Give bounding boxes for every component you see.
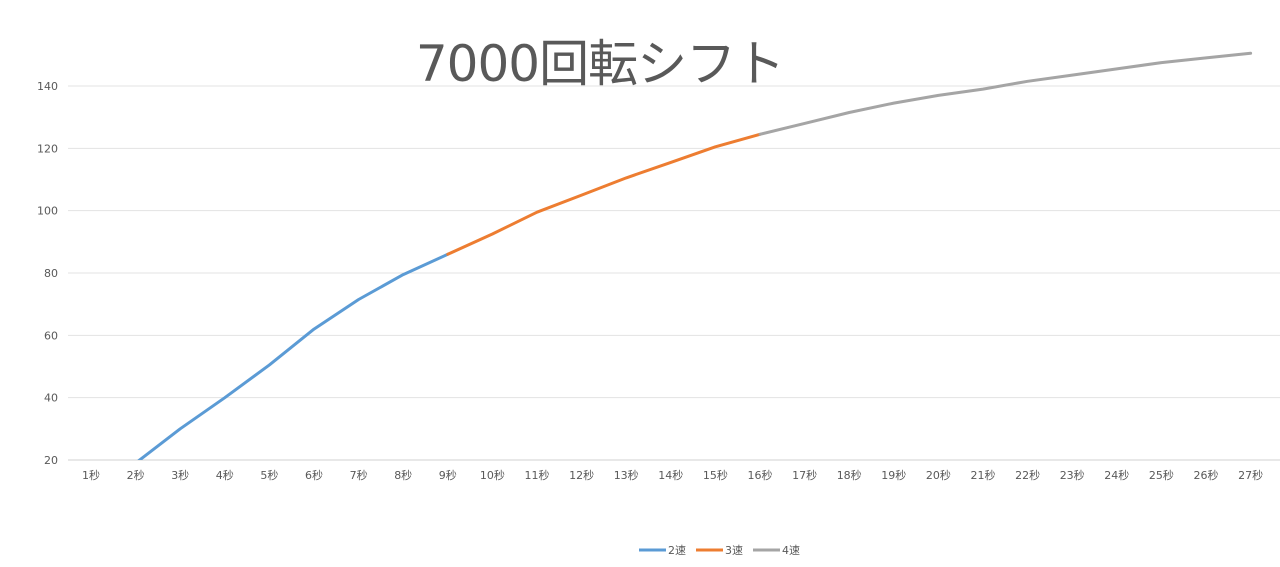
x-tick-label: 13秒 <box>614 468 639 482</box>
series-lines <box>137 51 1253 460</box>
x-tick-label: 17秒 <box>792 468 817 482</box>
legend-label: 2速 <box>668 544 686 557</box>
x-tick-label: 19秒 <box>881 468 906 482</box>
gridlines <box>68 85 1280 461</box>
x-tick-label: 25秒 <box>1149 468 1174 482</box>
x-tick-label: 8秒 <box>394 468 412 482</box>
x-tick-label: 21秒 <box>971 468 996 482</box>
y-tick-label: 140 <box>37 80 58 93</box>
x-tick-label: 27秒 <box>1238 468 1263 482</box>
x-tick-label: 11秒 <box>525 468 550 482</box>
y-tick-label: 40 <box>44 392 58 405</box>
x-tick-label: 18秒 <box>837 468 862 482</box>
x-tick-label: 20秒 <box>926 468 951 482</box>
x-axis: 1秒 2秒 3秒 4秒 5秒 6秒 7秒 8秒 9秒 10秒 11秒 12秒 13秒 14秒 15秒 16秒 1… <box>82 468 1263 482</box>
x-tick-label: 10秒 <box>480 468 505 482</box>
x-tick-label: 3秒 <box>171 468 189 482</box>
series-line-2soku <box>137 252 450 460</box>
legend: 2速 3速 4速 <box>639 544 800 557</box>
y-tick-label: 100 <box>37 205 58 218</box>
x-tick-label: 24秒 <box>1104 468 1129 482</box>
x-tick-label: 1秒 <box>82 468 100 482</box>
legend-item: 2速 <box>639 544 686 557</box>
legend-label: 4速 <box>782 544 800 557</box>
series-line-3soku <box>446 132 762 256</box>
x-tick-label: 2秒 <box>127 468 145 482</box>
y-tick-label: 20 <box>44 454 58 467</box>
y-tick-label: 80 <box>44 267 58 280</box>
x-tick-label: 14秒 <box>658 468 683 482</box>
x-tick-label: 9秒 <box>439 468 457 482</box>
chart-title: 7000回転シフト <box>415 35 785 93</box>
legend-label: 3速 <box>725 544 743 557</box>
legend-item: 4速 <box>753 544 800 557</box>
x-tick-label: 4秒 <box>216 468 234 482</box>
y-axis: 20 40 60 80 100 120 140 <box>37 80 58 467</box>
x-tick-label: 22秒 <box>1015 468 1040 482</box>
x-tick-label: 5秒 <box>260 468 278 482</box>
x-tick-label: 7秒 <box>350 468 368 482</box>
y-tick-label: 60 <box>44 329 58 342</box>
x-tick-label: 6秒 <box>305 468 323 482</box>
series-line-4soku <box>758 51 1253 136</box>
x-tick-label: 12秒 <box>569 468 594 482</box>
y-tick-label: 120 <box>37 142 58 155</box>
x-tick-label: 16秒 <box>748 468 773 482</box>
x-tick-label: 26秒 <box>1194 468 1219 482</box>
x-tick-label: 15秒 <box>703 468 728 482</box>
x-tick-label: 23秒 <box>1060 468 1085 482</box>
legend-item: 3速 <box>696 544 743 557</box>
